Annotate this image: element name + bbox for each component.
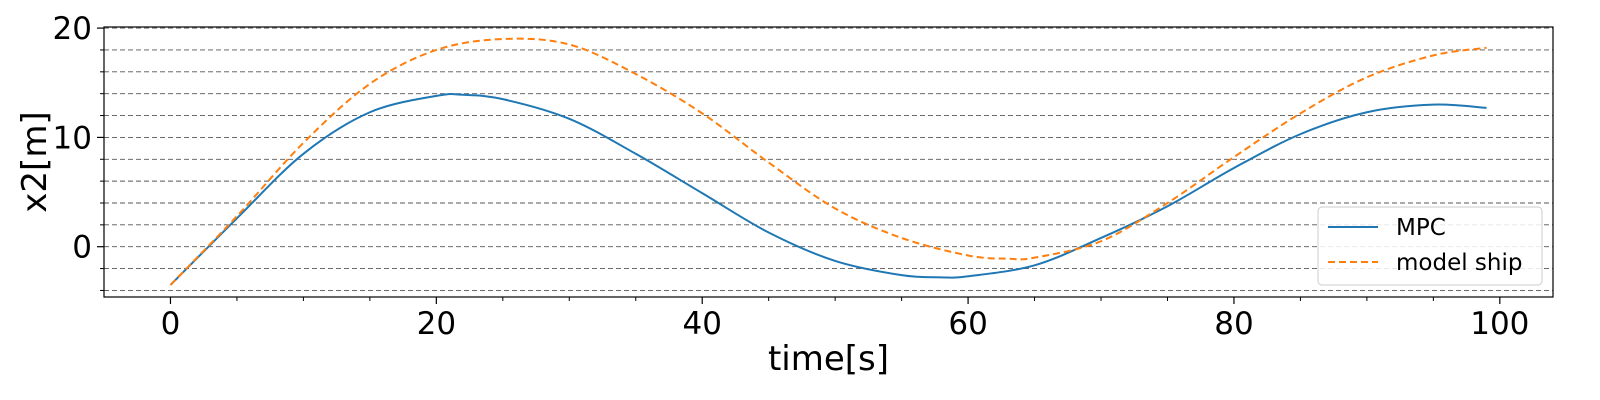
y-axis-label: x2[m]: [15, 111, 55, 212]
x-tick-label: 80: [1214, 306, 1253, 342]
series-line-model-ship: [169, 37, 1487, 286]
x-tick-label: 100: [1470, 306, 1529, 342]
y-tick-label: 10: [53, 120, 92, 156]
x-axis-label: time[s]: [768, 339, 889, 379]
axis-ticks: 0 20 40 60 80 100 0 10 20: [53, 11, 1530, 342]
x-tick-label: 60: [948, 306, 987, 342]
legend: MPC model ship: [1317, 206, 1543, 286]
series-lines: [169, 37, 1487, 286]
y-tick-label: 20: [53, 11, 92, 47]
y-tick-label: 0: [72, 230, 92, 266]
legend-label-mpc: MPC: [1396, 215, 1446, 241]
grid-lines: [104, 27, 1553, 291]
x-tick-label: 20: [417, 306, 456, 342]
x-tick-label: 40: [682, 306, 721, 342]
plot-frame: [103, 26, 1554, 298]
series-line-mpc: [169, 93, 1487, 286]
x-tick-label: 0: [161, 306, 181, 342]
legend-label-model-ship: model ship: [1396, 250, 1522, 276]
